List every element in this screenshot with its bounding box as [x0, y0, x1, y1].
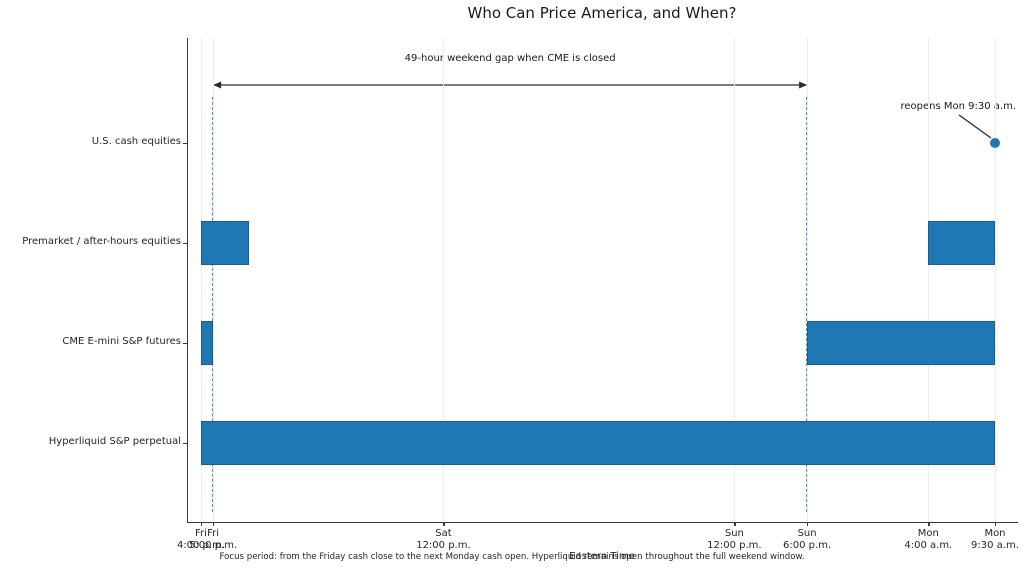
row-label: U.S. cash equities — [91, 136, 181, 147]
x-gridline — [734, 38, 736, 522]
tick-day: Sun — [797, 528, 817, 539]
x-tick-mark — [443, 522, 445, 526]
gap-annotation-label: 49-hour weekend gap when CME is closed — [404, 53, 616, 64]
plot-area: 49-hour weekend gap when CME is closed r… — [177, 38, 1019, 551]
tick-day: Mon — [917, 528, 939, 539]
tick-day: Sun — [724, 528, 744, 539]
x-axis-label: Eastern Time — [569, 551, 635, 562]
reopen-marker-dot — [989, 138, 1000, 148]
x-tick-label: Sun 12:00 p.m. — [692, 528, 776, 551]
tick-time: 4:00 p.m. — [176, 539, 226, 551]
row-label: CME E-mini S&P futures — [62, 336, 181, 347]
x-tick-label: Fri 5:00 p.m. — [171, 528, 255, 551]
session-bar — [201, 321, 214, 365]
tick-day: Fri — [207, 528, 220, 539]
row-label: Premarket / after-hours equities — [22, 236, 181, 247]
x-gridline — [807, 38, 809, 522]
chart-title: Who Can Price America, and When? — [467, 4, 737, 22]
session-bar — [807, 321, 995, 365]
cme-gap-guide-line — [806, 97, 808, 512]
x-tick-label: Mon 9:30 a.m. — [953, 528, 1024, 551]
x-tick-mark — [928, 522, 930, 526]
x-gridline — [213, 38, 215, 522]
session-bar — [201, 221, 250, 265]
tick-time: 5:00 p.m. — [189, 539, 238, 551]
x-tick-label: Sat 12:00 p.m. — [401, 528, 485, 551]
y-tick-mark — [183, 243, 188, 245]
tick-time: 9:30 a.m. — [971, 539, 1019, 551]
tick-day: Fri — [195, 528, 207, 539]
x-gridline — [201, 38, 202, 522]
x-tick-label: Mon 4:00 a.m. — [886, 528, 970, 551]
tick-day: Sat — [435, 528, 452, 539]
y-tick-mark — [183, 343, 188, 345]
row-label: Hyperliquid S&P perpetual — [48, 436, 181, 447]
session-bar — [201, 421, 995, 465]
x-gridline — [928, 38, 930, 522]
x-gridline — [443, 38, 445, 522]
tick-day: Mon — [984, 528, 1006, 539]
x-tick-mark — [994, 522, 997, 526]
figure-caption: Focus period: from the Friday cash close… — [219, 551, 805, 562]
cme-gap-guide-line — [212, 97, 214, 512]
y-tick-mark — [183, 443, 188, 445]
tick-time: 12:00 p.m. — [707, 539, 762, 551]
tick-time: 6:00 p.m. — [783, 539, 832, 551]
session-bar — [928, 221, 995, 265]
tick-time: 12:00 p.m. — [416, 539, 471, 551]
x-tick-mark — [734, 522, 736, 526]
tick-time: 4:00 a.m. — [904, 539, 953, 551]
reopen-annotation-label: reopens Mon 9:30 a.m. — [900, 101, 1016, 112]
x-tick-mark — [213, 522, 215, 526]
x-gridline — [994, 38, 996, 522]
x-tick-mark — [807, 522, 809, 526]
x-tick-label: Sun 6:00 p.m. — [765, 528, 849, 551]
y-tick-mark — [183, 143, 188, 145]
x-tick-mark — [201, 522, 203, 526]
x-tick-label: Fri 4:00 p.m. — [159, 528, 243, 551]
